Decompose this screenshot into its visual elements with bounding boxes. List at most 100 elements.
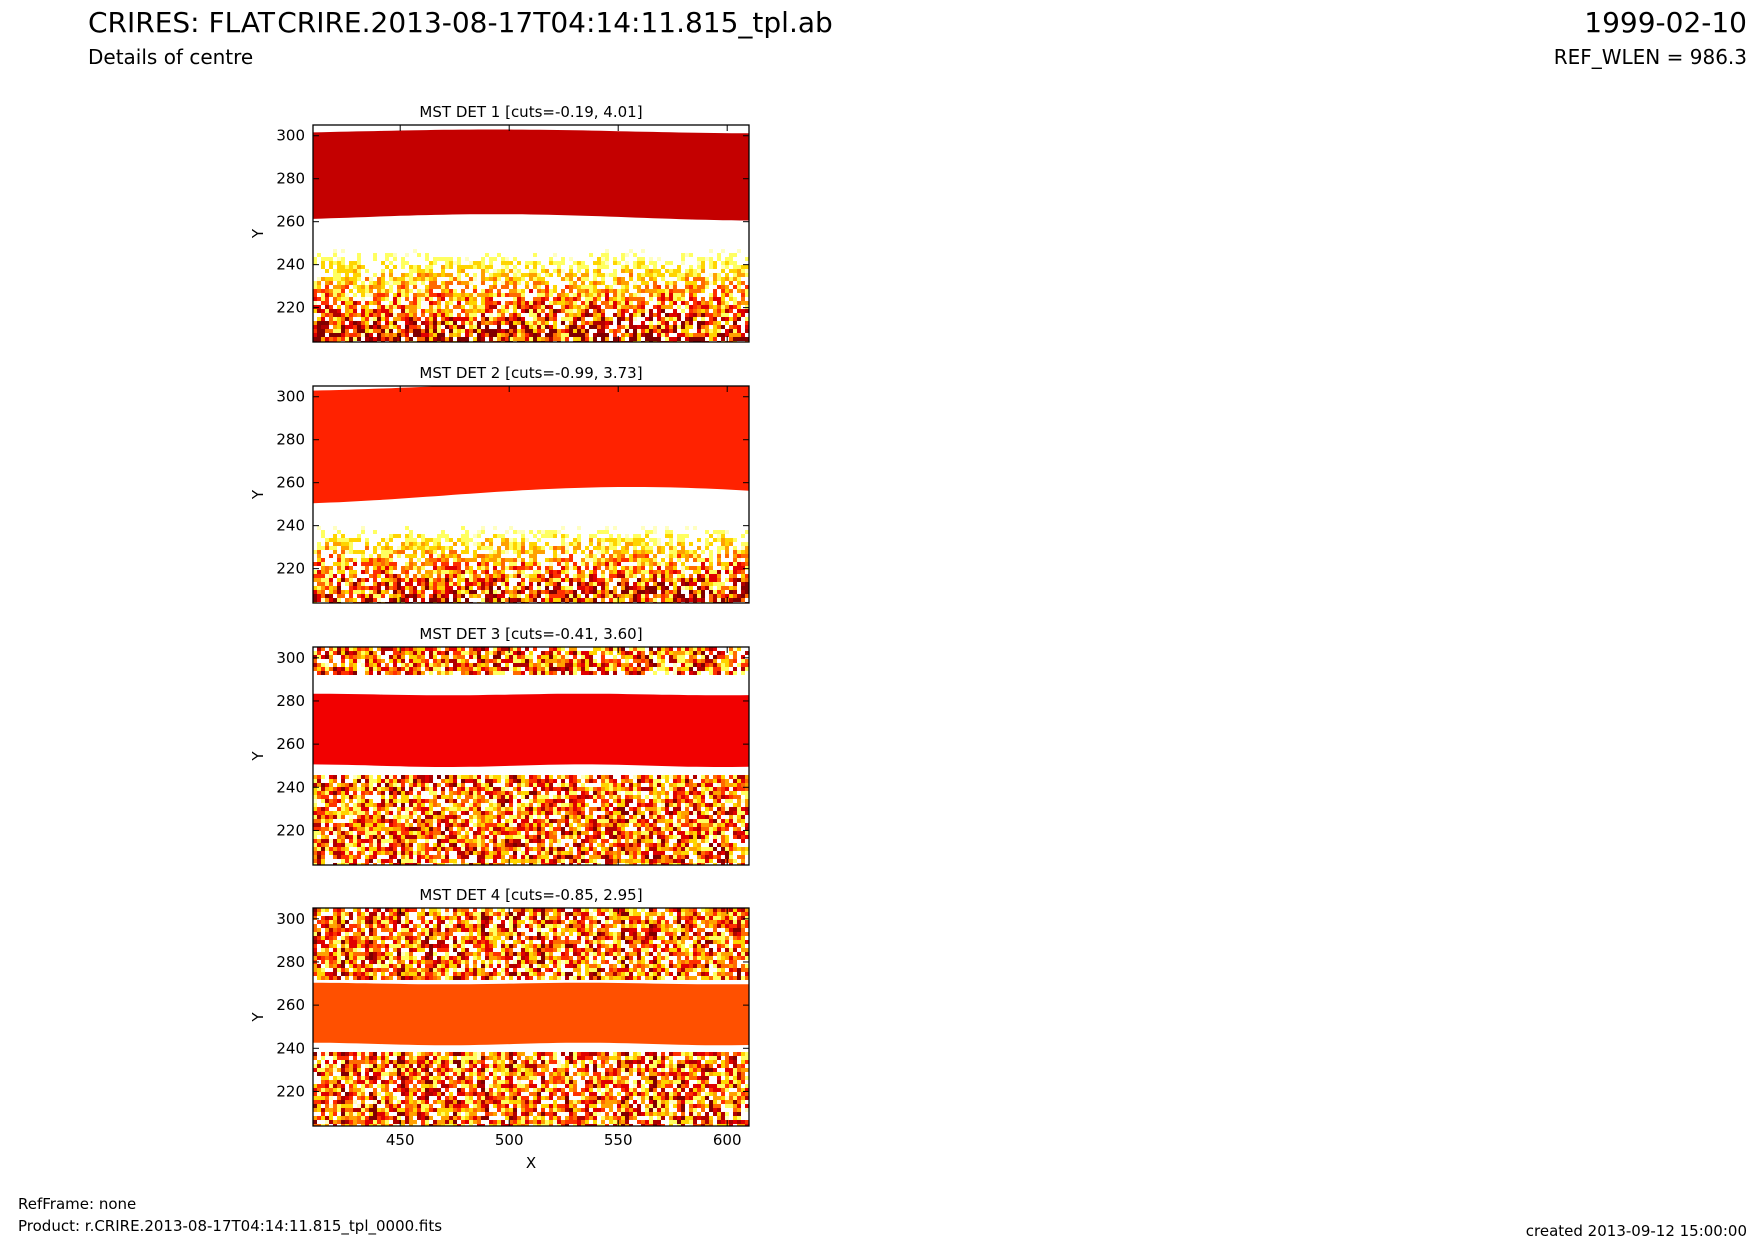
heatmap-pixel <box>361 795 365 799</box>
heatmap-pixel <box>625 309 629 313</box>
heatmap-pixel <box>681 787 685 791</box>
heatmap-pixel <box>501 795 505 799</box>
heatmap-pixel <box>429 791 433 795</box>
heatmap-pixel <box>437 538 441 542</box>
heatmap-pixel <box>533 542 537 546</box>
heatmap-pixel <box>665 795 669 799</box>
heatmap-pixel <box>397 659 401 663</box>
heatmap-pixel <box>501 550 505 554</box>
heatmap-pixel <box>597 281 601 285</box>
heatmap-pixel <box>665 534 669 538</box>
heatmap-pixel <box>597 667 601 671</box>
heatmap-pixel <box>461 337 465 341</box>
heatmap-pixel <box>605 550 609 554</box>
heatmap-pixel <box>649 775 653 779</box>
heatmap-pixel <box>485 554 489 558</box>
heatmap-pixel <box>637 534 641 538</box>
heatmap-pixel <box>337 558 341 562</box>
heatmap-pixel <box>597 265 601 269</box>
heatmap-pixel <box>393 578 397 582</box>
heatmap-pixel <box>349 309 353 313</box>
heatmap-pixel <box>697 546 701 550</box>
heatmap-pixel <box>413 277 417 281</box>
heatmap-pixel <box>573 775 577 779</box>
heatmap-pixel <box>721 305 725 309</box>
heatmap-pixel <box>517 289 521 293</box>
heatmap-pixel <box>641 329 645 333</box>
heatmap-pixel <box>509 791 513 795</box>
heatmap-pixel <box>689 594 693 598</box>
heatmap-pixel <box>401 795 405 799</box>
heatmap-pixel <box>457 281 461 285</box>
heatmap-pixel <box>433 566 437 570</box>
heatmap-pixel <box>657 293 661 297</box>
heatmap-pixel <box>645 578 649 582</box>
heatmap-pixel <box>649 779 653 783</box>
heatmap-pixel <box>401 542 405 546</box>
heatmap-pixel <box>709 265 713 269</box>
heatmap-pixel <box>413 317 417 321</box>
heatmap-pixel <box>533 807 537 811</box>
heatmap-pixel <box>665 317 669 321</box>
heatmap-pixel <box>693 811 697 815</box>
heatmap-pixel <box>465 285 469 289</box>
heatmap-pixel <box>353 285 357 289</box>
heatmap-pixel <box>637 663 641 667</box>
heatmap-pixel <box>521 815 525 819</box>
heatmap-pixel <box>441 329 445 333</box>
heatmap-pixel <box>497 337 501 341</box>
heatmap-pixel <box>685 783 689 787</box>
heatmap-pixel <box>701 779 705 783</box>
heatmap-pixel <box>677 594 681 598</box>
heatmap-pixel <box>553 598 557 602</box>
heatmap-pixel <box>521 325 525 329</box>
heatmap-pixel <box>593 787 597 791</box>
heatmap-pixel <box>741 590 745 594</box>
heatmap-pixel <box>501 313 505 317</box>
heatmap-pixel <box>745 791 749 795</box>
heatmap-pixel <box>733 590 737 594</box>
heatmap-pixel <box>445 783 449 787</box>
heatmap-pixel <box>441 578 445 582</box>
heatmap-pixel <box>337 647 341 651</box>
heatmap-pixel <box>665 651 669 655</box>
heatmap-pixel <box>561 667 565 671</box>
heatmap-pixel <box>549 257 553 261</box>
heatmap-pixel <box>565 550 569 554</box>
heatmap-pixel <box>593 333 597 337</box>
heatmap-pixel <box>545 819 549 823</box>
heatmap-pixel <box>457 787 461 791</box>
heatmap-pixel <box>317 775 321 779</box>
heatmap-pixel <box>441 671 445 675</box>
heatmap-pixel <box>589 550 593 554</box>
heatmap-pixel <box>437 819 441 823</box>
heatmap-pixel <box>569 281 573 285</box>
heatmap-pixel <box>417 775 421 779</box>
heatmap-pixel <box>665 775 669 779</box>
heatmap-pixel <box>365 799 369 803</box>
heatmap-pixel <box>357 313 361 317</box>
heatmap-pixel <box>437 570 441 574</box>
heatmap-pixel <box>641 667 645 671</box>
heatmap-pixel <box>573 329 577 333</box>
heatmap-pixel <box>369 815 373 819</box>
heatmap-pixel <box>349 663 353 667</box>
heatmap-pixel <box>357 301 361 305</box>
heatmap-pixel <box>457 293 461 297</box>
heatmap-pixel <box>581 791 585 795</box>
heatmap-pixel <box>637 285 641 289</box>
heatmap-pixel <box>705 558 709 562</box>
heatmap-pixel <box>381 550 385 554</box>
heatmap-pixel <box>469 333 473 337</box>
heatmap-pixel <box>717 671 721 675</box>
heatmap-pixel <box>457 297 461 301</box>
heatmap-pixel <box>629 791 633 795</box>
heatmap-pixel <box>693 558 697 562</box>
heatmap-pixel <box>437 582 441 586</box>
heatmap-pixel <box>381 554 385 558</box>
heatmap-pixel <box>453 783 457 787</box>
heatmap-pixel <box>613 277 617 281</box>
heatmap-pixel <box>353 309 357 313</box>
heatmap-pixel <box>545 594 549 598</box>
heatmap-pixel <box>381 795 385 799</box>
